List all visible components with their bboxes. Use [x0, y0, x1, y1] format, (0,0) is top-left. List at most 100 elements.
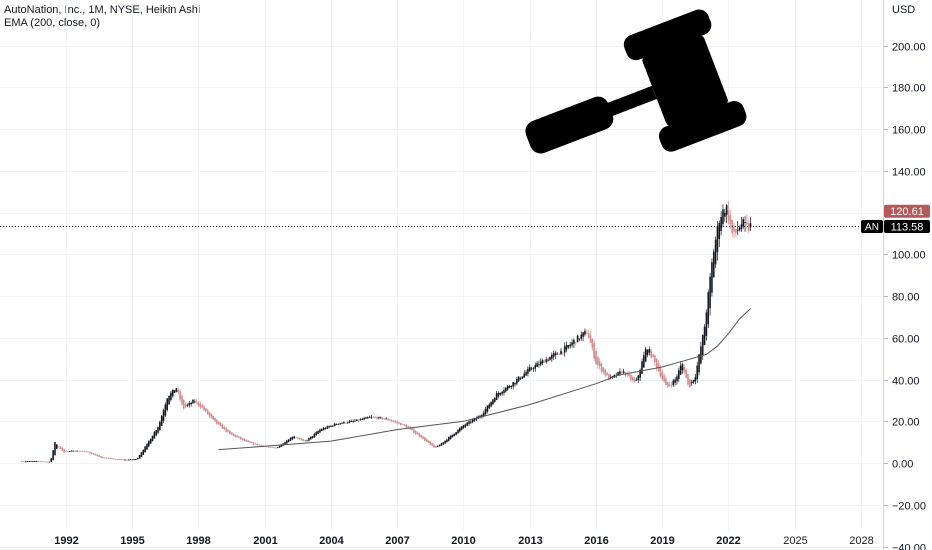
candle-body — [297, 437, 299, 439]
candle-body — [747, 223, 750, 232]
price-axis[interactable]: 200.00180.00160.00140.00120.00100.0080.0… — [884, 42, 926, 550]
candle-body — [368, 416, 371, 418]
candle-body — [309, 436, 312, 440]
price-tick-label: 0.00 — [892, 459, 913, 471]
candle-body — [125, 459, 128, 461]
candle-body — [724, 212, 726, 217]
price-tick-label: 60.00 — [892, 334, 920, 346]
candle-body — [234, 434, 237, 437]
candle-body — [473, 418, 476, 421]
candle-body — [541, 360, 544, 364]
candle-body — [251, 442, 253, 444]
candle-body — [681, 364, 684, 371]
candle-body — [530, 368, 533, 370]
candle-body — [363, 418, 365, 420]
candle-body — [159, 421, 161, 430]
candle-body — [188, 402, 191, 406]
candle-body — [609, 376, 612, 378]
candle-body — [547, 359, 549, 361]
candle-body — [505, 387, 507, 392]
candle-body — [308, 438, 310, 441]
candle-body — [39, 461, 42, 463]
candle-body — [668, 384, 671, 386]
candle-body — [74, 450, 77, 452]
candle-body — [153, 432, 156, 439]
candle-body — [348, 421, 351, 423]
price-tick-label: 40.00 — [892, 376, 920, 388]
candle-body — [471, 419, 474, 423]
candle-body — [711, 262, 713, 293]
candle-body — [304, 440, 307, 442]
candle-body — [742, 219, 745, 227]
candle-body — [190, 402, 192, 405]
candle-body — [554, 352, 557, 356]
candle-body — [420, 434, 422, 438]
candle-body — [160, 415, 163, 426]
candle-body — [306, 440, 308, 442]
candle-body — [182, 399, 185, 409]
candle-body — [87, 451, 89, 453]
candle-body — [131, 459, 134, 461]
candle-body — [446, 439, 448, 443]
candle-body — [493, 398, 496, 402]
candle-body — [578, 338, 581, 340]
symbol-label: AN — [865, 222, 879, 233]
candle-body — [543, 361, 546, 363]
candle-body — [442, 442, 445, 445]
candle-body — [379, 417, 382, 419]
candle-body — [626, 373, 629, 375]
candle-body — [573, 340, 575, 344]
candle-body — [111, 458, 113, 460]
candle-body — [591, 339, 594, 348]
candle-body — [646, 350, 649, 356]
candle-body — [466, 422, 468, 426]
candle-body — [184, 404, 187, 407]
candle-body — [181, 395, 183, 405]
candle-body — [44, 461, 47, 463]
candle-body — [212, 415, 215, 420]
candle-body — [411, 428, 413, 431]
candle-body — [168, 395, 170, 405]
candle-body — [96, 454, 99, 456]
candle-body — [655, 358, 658, 369]
candle-body — [197, 401, 200, 406]
candle-body — [633, 378, 636, 382]
candle-body — [70, 450, 73, 452]
candle-body — [749, 223, 752, 228]
time-axis[interactable]: 1992 1995 1998 2001 2004 2007 2010 2013 2016 2019… — [54, 535, 873, 547]
candle-body — [690, 382, 693, 384]
candle-body — [236, 435, 238, 438]
candle-body — [63, 449, 65, 453]
candle-body — [100, 456, 102, 458]
candle-body — [164, 404, 167, 416]
candle-body — [278, 445, 281, 448]
time-tick-label: 1998 — [186, 535, 210, 547]
candle-body — [162, 410, 165, 421]
candle-body — [416, 432, 419, 435]
candle-body — [665, 378, 667, 385]
candle-body — [413, 429, 415, 433]
candle-body — [103, 457, 106, 459]
candle-body — [696, 365, 699, 380]
candle-body — [613, 374, 616, 377]
candle-body — [718, 222, 721, 240]
candle-body — [539, 361, 542, 365]
candle-body — [516, 379, 518, 384]
time-tick-label: 2001 — [253, 535, 277, 547]
candle-body — [113, 458, 115, 460]
candle-body — [57, 446, 60, 448]
candle-body — [576, 335, 579, 343]
candle-body — [118, 459, 121, 460]
candle-body — [725, 205, 728, 215]
candle-body — [105, 457, 108, 459]
candle-body — [501, 391, 503, 394]
candle-body — [552, 353, 555, 357]
candle-body — [611, 376, 614, 378]
candle-body — [503, 390, 505, 393]
candle-body — [534, 365, 537, 369]
candle-body — [459, 428, 461, 432]
candle-body — [287, 439, 290, 443]
candle-body — [438, 444, 441, 447]
candle-body — [171, 389, 174, 397]
